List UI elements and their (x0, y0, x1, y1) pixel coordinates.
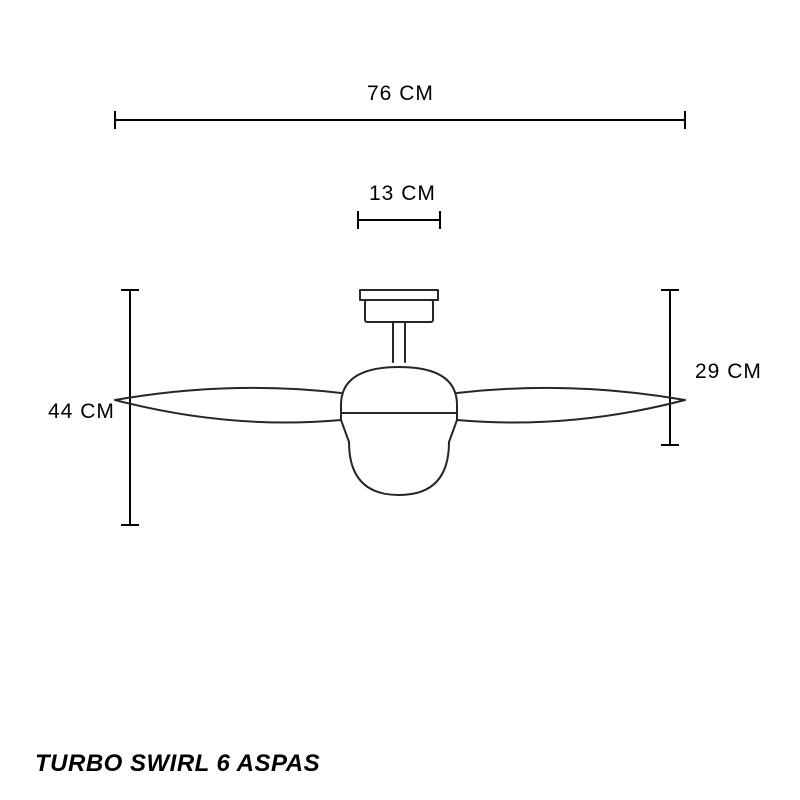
drawing-svg (0, 0, 800, 800)
dim-height-left (121, 290, 139, 525)
fan-drawing (115, 290, 685, 495)
dim-mount-width (358, 211, 440, 229)
label-total-width: 76 CM (367, 82, 434, 106)
dim-height-right (661, 290, 679, 445)
technical-drawing: 76 CM 13 CM 44 CM 29 CM TURBO SWIRL 6 AS… (0, 0, 800, 800)
label-mount-width: 13 CM (369, 182, 436, 206)
dim-total-width (115, 111, 685, 129)
product-title: TURBO SWIRL 6 ASPAS (35, 750, 320, 778)
label-height-right: 29 CM (695, 360, 762, 384)
label-height-left: 44 CM (48, 400, 115, 424)
